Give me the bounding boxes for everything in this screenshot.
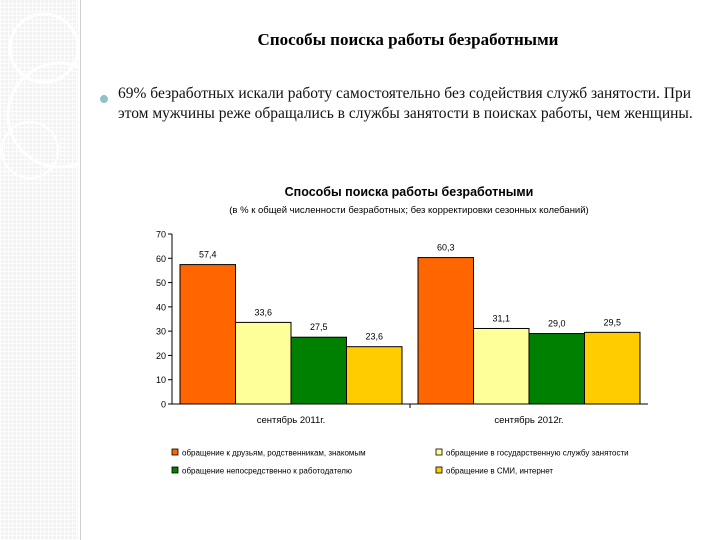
decorative-side-panel: [0, 0, 78, 540]
y-tick-label: 70: [156, 230, 166, 240]
bullet-text: 69% безработных искали работу самостояте…: [118, 85, 693, 122]
bullet-icon: [100, 95, 108, 103]
bar: [528, 333, 585, 405]
decorative-circles: [1, 12, 78, 179]
y-tick-label: 60: [156, 254, 166, 264]
bar: [473, 327, 530, 405]
y-tick-label: 10: [156, 375, 166, 385]
bar: [417, 257, 474, 405]
y-tick-label: 20: [156, 351, 166, 361]
bar: [179, 264, 236, 405]
legend-label: обращение непосредственно к работодателю: [182, 467, 352, 476]
data-label: 29,0: [548, 319, 566, 329]
data-label: 27,5: [310, 322, 328, 332]
data-label: 23,6: [365, 332, 383, 342]
legend-swatch: [171, 448, 179, 456]
legend-label: обращение в государственную службу занят…: [446, 449, 629, 458]
data-label: 31,1: [492, 313, 510, 323]
legend-swatch: [171, 466, 179, 474]
chart-title: Способы поиска работы безработными: [285, 185, 534, 199]
legend-swatch: [435, 448, 443, 456]
bar: [346, 346, 403, 405]
y-tick-label: 50: [156, 278, 166, 288]
legend-label: обращение к друзьям, родственникам, знак…: [182, 449, 366, 458]
data-label: 57,4: [199, 250, 217, 260]
data-label: 60,3: [437, 243, 455, 253]
legend-label: обращение в СМИ, интернет: [446, 467, 553, 476]
category-label: сентябрь 2012г.: [494, 415, 563, 426]
y-tick-label: 40: [156, 302, 166, 312]
data-label: 33,6: [254, 307, 272, 317]
category-label: сентябрь 2011г.: [257, 415, 325, 426]
y-tick-label: 0: [161, 400, 166, 410]
legend-swatch: [435, 466, 443, 474]
bar: [235, 321, 292, 405]
data-label: 29,5: [603, 317, 621, 327]
slide-title: Способы поиска работы безработными: [257, 30, 559, 49]
side-divider: [80, 0, 81, 540]
y-tick-label: 30: [156, 327, 166, 337]
bar: [584, 331, 641, 405]
chart-subtitle: (в % к общей численности безработных; бе…: [229, 205, 588, 216]
bar: [290, 336, 347, 405]
